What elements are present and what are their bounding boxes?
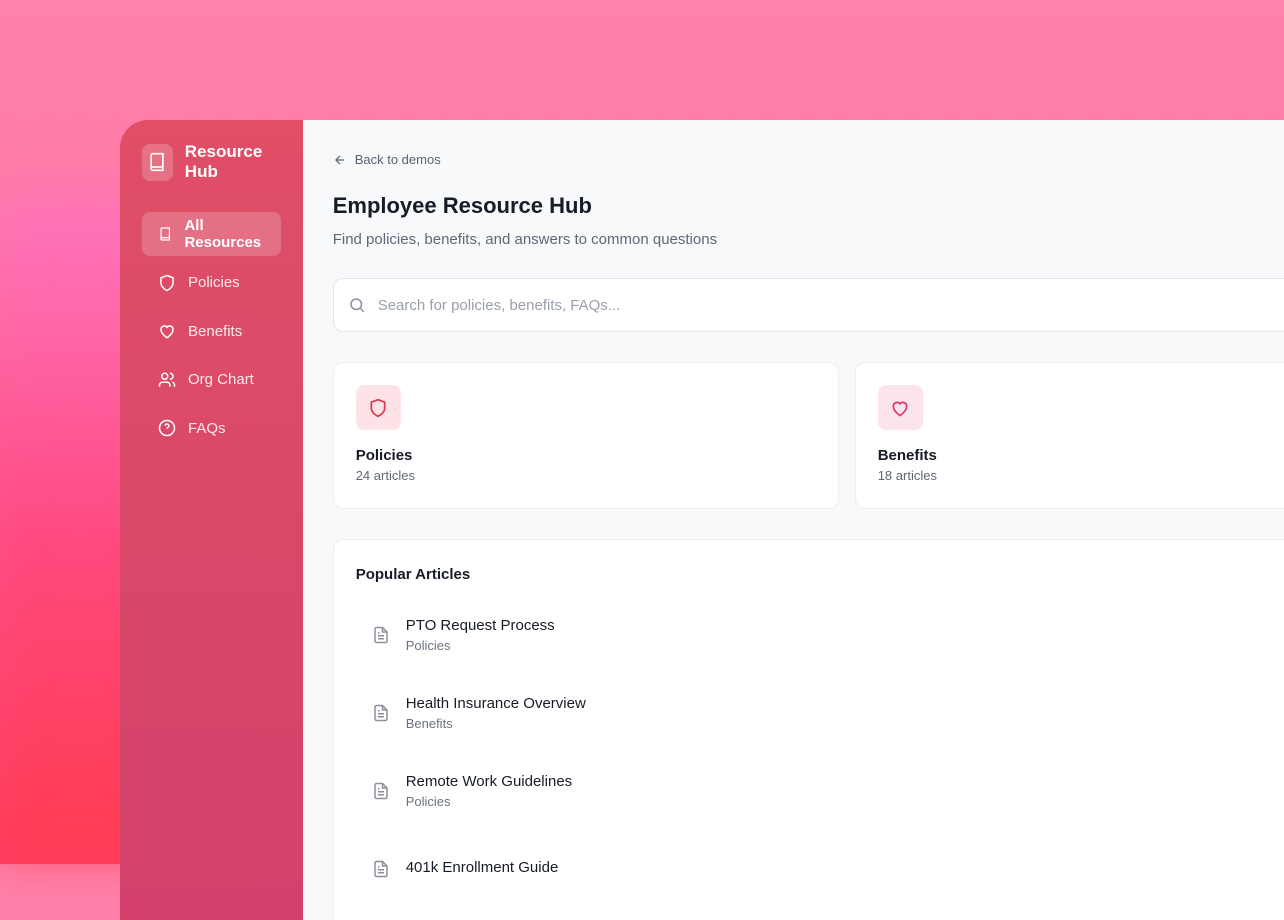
card-title: Policies: [355, 447, 413, 464]
page-title: Employee Resource Hub: [332, 193, 592, 218]
file-text-icon: [373, 626, 388, 644]
section-title: Popular Articles: [355, 566, 471, 583]
card-count: 18 articles: [877, 468, 937, 483]
app-window: Resource Hub All Resources Policies Bene…: [120, 120, 1284, 920]
book-icon: [160, 227, 171, 241]
shield-icon: [355, 385, 401, 430]
sidebar-item-label: Org Chart: [188, 371, 254, 388]
file-text-icon: [373, 704, 388, 722]
shield-icon: [160, 274, 174, 291]
category-card-policies[interactable]: Policies 24 articles: [332, 362, 839, 509]
brand-name: Resource Hub: [184, 142, 263, 181]
heart-icon: [160, 325, 174, 339]
sidebar-item-benefits[interactable]: Benefits: [142, 309, 281, 353]
search-placeholder: Search for policies, benefits, FAQs...: [377, 296, 621, 314]
back-link[interactable]: Back to demos: [333, 152, 1284, 167]
book-icon: [142, 143, 173, 181]
back-label: Back to demos: [354, 152, 441, 167]
search-icon: [349, 298, 364, 313]
sidebar-item-all-resources[interactable]: All Resources: [142, 212, 281, 256]
help-circle-icon: [158, 419, 176, 437]
article-category: Policies: [405, 794, 451, 809]
main-content: Back to demos Employee Resource Hub Find…: [302, 120, 1284, 920]
popular-articles: Popular Articles PTO Request Process Poli…: [332, 539, 1284, 920]
category-card-benefits[interactable]: Benefits 18 articles: [854, 362, 1284, 509]
card-count: 24 articles: [355, 468, 415, 483]
file-text-icon: [373, 860, 388, 878]
search-input[interactable]: Search for policies, benefits, FAQs...: [332, 278, 1284, 332]
brand: Resource Hub: [142, 142, 281, 182]
arrow-left-icon: [334, 155, 344, 164]
sidebar-item-label: FAQs: [188, 419, 226, 437]
sidebar-item-label: Benefits: [188, 322, 243, 340]
file-text-icon: [373, 782, 388, 800]
card-title: Benefits: [877, 447, 937, 464]
article-item[interactable]: Health Insurance Overview Benefits: [356, 687, 1284, 739]
users-icon: [158, 372, 176, 387]
article-item[interactable]: 401k Enrollment Guide: [356, 843, 1284, 895]
sidebar-item-faqs[interactable]: FAQs: [142, 406, 281, 450]
heart-icon: [877, 385, 923, 430]
article-category: Benefits: [405, 716, 453, 731]
sidebar: Resource Hub All Resources Policies Bene…: [120, 120, 303, 920]
sidebar-item-label: All Resources: [184, 217, 262, 251]
article-title: Remote Work Guidelines: [405, 773, 573, 790]
article-item[interactable]: PTO Request Process Policies: [356, 609, 1284, 661]
article-title: 401k Enrollment Guide: [405, 858, 559, 876]
article-item[interactable]: Remote Work Guidelines Policies: [356, 765, 1284, 817]
sidebar-item-label: Policies: [188, 274, 240, 291]
page-subtitle: Find policies, benefits, and answers to …: [332, 231, 718, 248]
sidebar-item-org-chart[interactable]: Org Chart: [142, 358, 281, 402]
article-title: PTO Request Process: [405, 617, 555, 634]
article-title: Health Insurance Overview: [405, 695, 586, 712]
sidebar-item-policies[interactable]: Policies: [142, 261, 281, 305]
article-category: Policies: [405, 638, 451, 653]
